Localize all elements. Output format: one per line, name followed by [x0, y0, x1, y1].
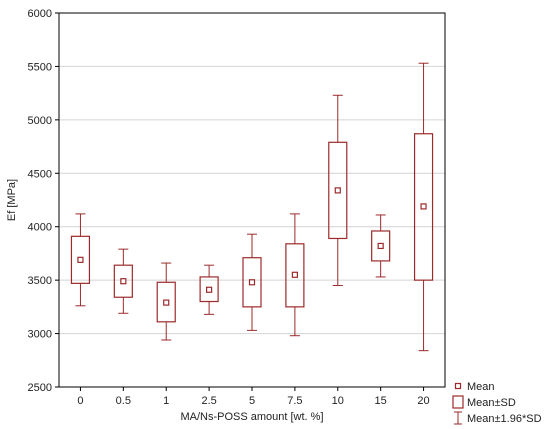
y-tick-label: 4000 — [28, 222, 52, 234]
box-group — [328, 94, 348, 286]
mean-marker — [77, 256, 84, 263]
box-marks — [70, 62, 434, 352]
grid-lines — [59, 65, 445, 335]
y-tick-label: 3500 — [28, 275, 52, 287]
x-tick-label: 2.5 — [201, 395, 216, 407]
sd-box — [113, 264, 133, 298]
legend-label: Mean — [467, 381, 495, 393]
mean-marker — [120, 278, 127, 285]
y-tick-label: 3000 — [28, 329, 52, 341]
y-tick-label: 4500 — [28, 168, 52, 180]
y-axis: 2500 3000 3500 4000 4500 5000 5500 6000 — [28, 8, 59, 394]
sd-box — [70, 235, 91, 284]
mean-marker — [291, 271, 298, 278]
sd-box — [285, 243, 305, 308]
sd-box — [328, 141, 348, 240]
mean-marker — [334, 187, 341, 194]
mean-marker — [248, 279, 256, 286]
box-group — [113, 248, 133, 314]
legend: Mean Mean±SD Mean±1.96*SD — [452, 381, 542, 425]
box-group — [285, 213, 305, 337]
box-group — [70, 213, 91, 307]
sd-box — [242, 257, 262, 308]
y-tick-label: 6000 — [28, 8, 52, 20]
mean-marker — [163, 299, 170, 306]
box-group — [242, 233, 262, 331]
box-group — [371, 214, 391, 278]
mean-marker — [206, 286, 213, 293]
legend-mean-swatch — [454, 382, 462, 390]
y-tick-label: 5500 — [28, 61, 52, 73]
x-tick-label: 15 — [375, 395, 387, 407]
box-group — [156, 262, 176, 341]
x-tick-label: 0 — [77, 395, 83, 407]
x-tick-label: 1 — [163, 395, 169, 407]
sd-box — [156, 281, 176, 323]
x-axis-label: MA/Ns-POSS amount [wt. %] — [180, 411, 323, 423]
legend-sd-swatch — [452, 395, 464, 409]
legend-item-ci: Mean±1.96*SD — [454, 411, 542, 425]
legend-item-sd: Mean±SD — [452, 395, 516, 409]
sd-box — [413, 133, 434, 281]
box-group — [413, 62, 434, 352]
x-axis: 0 0.5 1 2.5 5 7.5 10 15 20 — [77, 387, 430, 407]
legend-label: Mean±SD — [467, 397, 516, 409]
x-tick-label: 20 — [417, 395, 429, 407]
plot-area — [58, 12, 446, 388]
y-axis-label: Ef [MPa] — [6, 179, 18, 221]
mean-marker — [377, 242, 384, 250]
y-tick-label: 2500 — [28, 382, 52, 394]
legend-item-mean: Mean — [454, 381, 495, 393]
sd-box — [371, 230, 391, 262]
y-tick-label: 5000 — [28, 115, 52, 127]
x-tick-label: 5 — [249, 395, 255, 407]
box-group — [199, 264, 219, 315]
x-tick-label: 7.5 — [287, 395, 302, 407]
x-tick-label: 0.5 — [116, 395, 131, 407]
sd-box — [199, 276, 219, 303]
legend-label: Mean±1.96*SD — [467, 413, 542, 425]
mean-marker — [420, 203, 427, 210]
x-tick-label: 10 — [332, 395, 344, 407]
